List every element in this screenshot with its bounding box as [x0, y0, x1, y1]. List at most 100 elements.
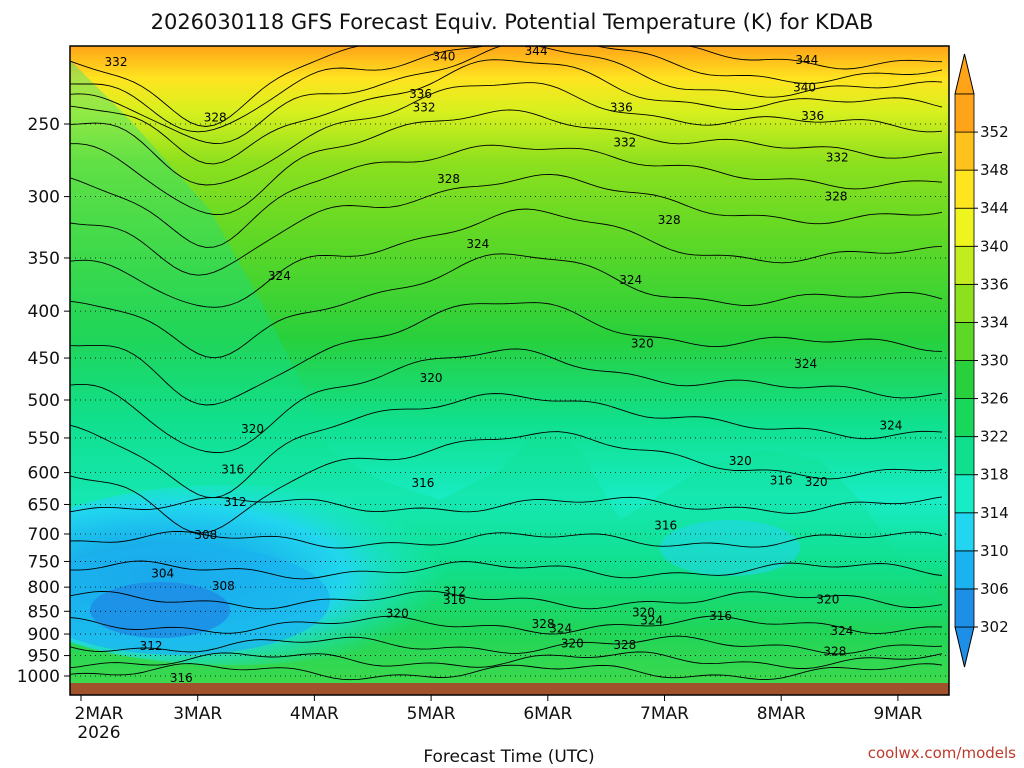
x-axis: 2MAR 3MAR 4MAR 5MAR 6MAR 7MAR 8MAR 9MAR: [75, 695, 923, 724]
isoline: [70, 302, 943, 406]
contour-label: 316: [170, 671, 193, 685]
colorbar-swatch: [954, 93, 975, 133]
colorbar-swatch: [954, 436, 975, 476]
x-tick-label: 4MAR: [290, 704, 339, 724]
isoline: [70, 144, 943, 248]
contour-label: 328: [658, 213, 681, 227]
isoline: [70, 496, 943, 514]
contour-label: 324: [830, 624, 853, 638]
y-tick-label: 400: [28, 302, 60, 322]
y-tick-label: 550: [28, 429, 60, 449]
isoline: [70, 590, 943, 610]
contour-label: 332: [826, 151, 849, 165]
contour-label: 340: [793, 80, 816, 94]
contour-label: 308: [194, 528, 217, 542]
colorbar-tick-label: 326: [980, 390, 1009, 408]
contour-label: 312: [140, 639, 163, 653]
contour-label: 320: [805, 475, 828, 489]
isoline: [70, 431, 943, 534]
contour-label: 336: [610, 101, 633, 115]
contour-label: 324: [549, 622, 572, 636]
colorbar-tick-label: 318: [980, 466, 1009, 484]
x-tick-label: 6MAR: [523, 704, 572, 724]
contour-label: 328: [204, 111, 227, 125]
colorbar-arrow-bottom: [954, 626, 975, 668]
contour-label: 324: [879, 418, 902, 432]
colorbar-swatch: [954, 512, 975, 552]
y-tick-label: 650: [28, 495, 60, 515]
colorbar-tick-label: 306: [980, 580, 1009, 598]
contour-label: 320: [561, 637, 584, 651]
isoline: [70, 173, 943, 276]
isoline: [70, 663, 943, 681]
contour-label: 328: [437, 172, 460, 186]
y-tick-label: 1000: [17, 667, 60, 687]
colorbar-swatch: [954, 283, 975, 323]
contour-label: 324: [794, 357, 817, 371]
x-tick-label: 5MAR: [407, 704, 456, 724]
contour-label: 332: [413, 101, 436, 115]
contour-label: 316: [443, 593, 466, 607]
colorbar-tick-label: 340: [980, 237, 1009, 255]
y-tick-label: 950: [28, 647, 60, 667]
contour-label: 348: [795, 32, 818, 46]
contour-label: 316: [709, 609, 732, 623]
y-tick-label: 600: [28, 464, 60, 484]
y-axis: 250 300 350 400 450 500 550 600 650 700 750 800 850 9…: [17, 115, 70, 687]
contour-label: 320: [386, 607, 409, 621]
contour-label: 344: [525, 44, 548, 58]
colorbar-swatch: [954, 550, 975, 590]
y-tick-label: 250: [28, 115, 60, 135]
isoline: [70, 530, 943, 549]
y-tick-label: 700: [28, 525, 60, 545]
ground: [70, 683, 949, 695]
colorbar-tick-label: 322: [980, 428, 1009, 446]
contour-label: 324: [268, 269, 291, 283]
colorbar-tick-label: 352: [980, 123, 1009, 141]
contour-label: 324: [640, 614, 663, 628]
colorbar-swatch: [954, 398, 975, 438]
colorbar-swatch: [954, 207, 975, 247]
contour-label: 312: [443, 585, 466, 599]
isoline: [70, 253, 943, 359]
y-tick-label: 800: [28, 578, 60, 598]
isoline: [70, 560, 943, 580]
y-tick-label: 350: [28, 249, 60, 269]
contour-label: 344: [795, 53, 818, 67]
isoline: [70, 615, 943, 635]
isoline: [70, 46, 943, 133]
contour-label: 316: [770, 473, 793, 487]
contour-label: 304: [151, 566, 174, 580]
contour-label: 316: [221, 462, 244, 476]
colorbar-swatch: [954, 322, 975, 361]
isoline: [70, 46, 943, 127]
y-tick-label: 850: [28, 602, 60, 622]
colorbar-tick-label: 310: [980, 542, 1009, 560]
contour-label: 320: [632, 606, 655, 620]
contour-label: 324: [619, 273, 642, 287]
isoline: [70, 208, 943, 308]
x-axis-label: Forecast Time (UTC): [423, 747, 594, 767]
plot-frame: [69, 45, 950, 696]
contour-label: 332: [613, 136, 636, 150]
colorbar-swatch: [954, 131, 975, 171]
y-tick-label: 500: [28, 391, 60, 411]
y-tick-label: 750: [28, 552, 60, 572]
contour-label: 332: [105, 55, 128, 69]
colorbar: 302 306 310 314 318 322 326 330 334 336 340 344 348 3…: [954, 53, 1009, 668]
y-tick-label: 450: [28, 349, 60, 369]
contour-label: 328: [532, 617, 555, 631]
colorbar-tick-label: 314: [980, 504, 1009, 522]
contour-label: 320: [241, 422, 264, 436]
contour-label: 308: [212, 579, 235, 593]
colorbar-swatch: [954, 169, 975, 209]
contour-label: 320: [816, 592, 839, 606]
contour-label: 312: [224, 495, 247, 509]
isoline: [70, 635, 943, 655]
isoline: [70, 348, 943, 453]
chart-title: 2026030118 GFS Forecast Equiv. Potential…: [151, 10, 874, 34]
contour-label: 336: [409, 87, 432, 101]
colorbar-swatch: [954, 588, 975, 628]
